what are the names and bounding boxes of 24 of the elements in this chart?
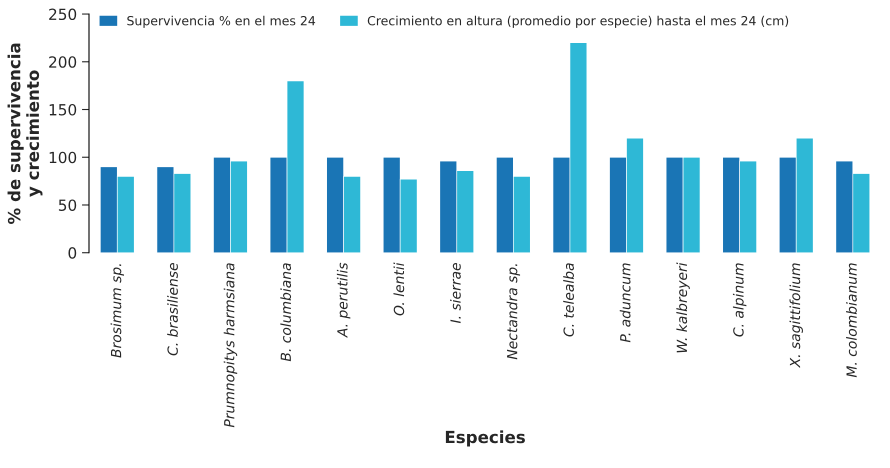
x-tick-label: X. sagittifolium [790,263,803,368]
x-tick-label: Prumnopitys harmsiana [224,263,238,428]
y-axis-title: % de supervivencia y crecimiento [8,44,42,224]
y-tick-label: 100 [50,152,76,164]
x-tick-label: M. colombianum [846,263,857,378]
y-tick-label: 200 [49,56,76,68]
x-tick-label: I. sierrae [450,263,461,324]
x-tick-label: C. brasiliense [167,263,178,356]
y-tick-label: 0 [68,247,76,259]
legend-label: Crecimiento en altura (promedio por especie) hasta el mes 24 (cm) [368,16,788,28]
x-tick-label: O. lentii [393,262,404,316]
x-tick-label: Brosimum sp. [110,264,124,358]
x-tick-label: P. aduncum [620,263,631,342]
y-tick-label: 50 [58,199,76,212]
x-tick-label: W. kalbreyeri [676,262,690,352]
x-axis-title: Especies [446,430,525,447]
x-tick-label: Nectandra sp. [506,264,520,360]
x-tick-label: A. perutilis [336,262,350,338]
x-tick-label: C. telealba [563,263,574,336]
y-tick-label: 250 [49,8,76,20]
x-tick-label: B. columbiana [280,263,292,362]
y-tick-label: 150 [50,104,76,116]
x-tick-label: C. alpinum [732,263,746,337]
legend-label: Supervivencia % en el mes 24 [127,16,316,28]
